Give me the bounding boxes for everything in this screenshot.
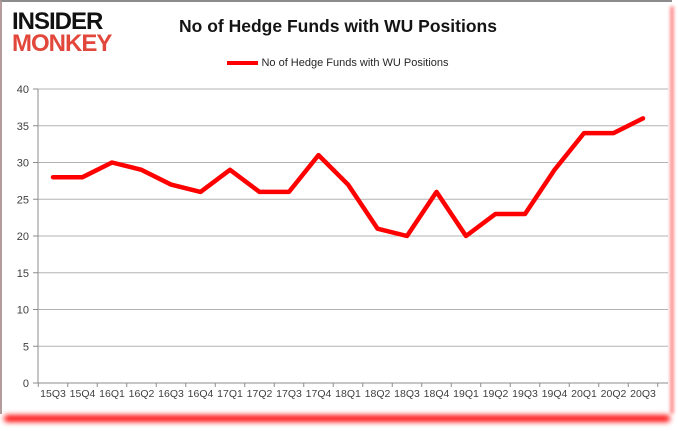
y-tick-label: 20 xyxy=(17,231,29,243)
x-tick-label: 17Q2 xyxy=(247,388,273,400)
y-tick-label: 30 xyxy=(17,158,29,170)
chart-frame: INSIDER MONKEY No of Hedge Funds with WU… xyxy=(0,0,672,414)
insider-monkey-logo: INSIDER MONKEY xyxy=(12,8,112,58)
x-tick-label: 16Q1 xyxy=(99,388,125,400)
y-tick-label: 35 xyxy=(17,121,29,133)
y-tick-label: 15 xyxy=(17,268,29,280)
right-glow-shadow xyxy=(670,6,674,414)
chart-title: No of Hedge Funds with WU Positions xyxy=(179,16,497,36)
y-tick-label: 10 xyxy=(17,305,29,317)
x-tick-label: 16Q3 xyxy=(158,388,184,400)
x-tick-label: 15Q3 xyxy=(40,388,66,400)
x-tick-label: 20Q1 xyxy=(571,388,597,400)
bottom-glow-shadow xyxy=(4,415,670,422)
logo-line-insider: INSIDER xyxy=(12,8,103,35)
x-tick-label: 16Q4 xyxy=(188,388,214,400)
x-tick-label: 20Q3 xyxy=(630,388,656,400)
legend-line-marker xyxy=(227,61,259,65)
title-row: No of Hedge Funds with WU Positions xyxy=(2,16,674,37)
logo-line-monkey: MONKEY xyxy=(12,30,112,58)
x-tick-label: 16Q2 xyxy=(129,388,155,400)
x-tick-label: 18Q1 xyxy=(335,388,361,400)
y-tick-label: 25 xyxy=(17,194,29,206)
x-tick-label: 19Q1 xyxy=(453,388,479,400)
x-tick-label: 18Q4 xyxy=(424,388,450,400)
x-tick-label: 17Q1 xyxy=(217,388,243,400)
x-tick-label: 18Q3 xyxy=(394,388,420,400)
x-tick-label: 17Q4 xyxy=(306,388,332,400)
x-tick-label: 19Q3 xyxy=(512,388,538,400)
x-tick-label: 19Q4 xyxy=(542,388,568,400)
x-tick-label: 17Q3 xyxy=(276,388,302,400)
y-tick-label: 0 xyxy=(23,378,29,390)
legend-label: No of Hedge Funds with WU Positions xyxy=(261,57,449,69)
y-tick-label: 5 xyxy=(23,341,29,353)
x-tick-label: 20Q2 xyxy=(601,388,627,400)
y-tick-label: 40 xyxy=(17,84,29,96)
x-tick-label: 19Q2 xyxy=(483,388,509,400)
series-line xyxy=(50,116,646,239)
x-tick-label: 15Q4 xyxy=(70,388,96,400)
legend: No of Hedge Funds with WU Positions xyxy=(2,57,674,69)
x-tick-label: 18Q2 xyxy=(365,388,391,400)
